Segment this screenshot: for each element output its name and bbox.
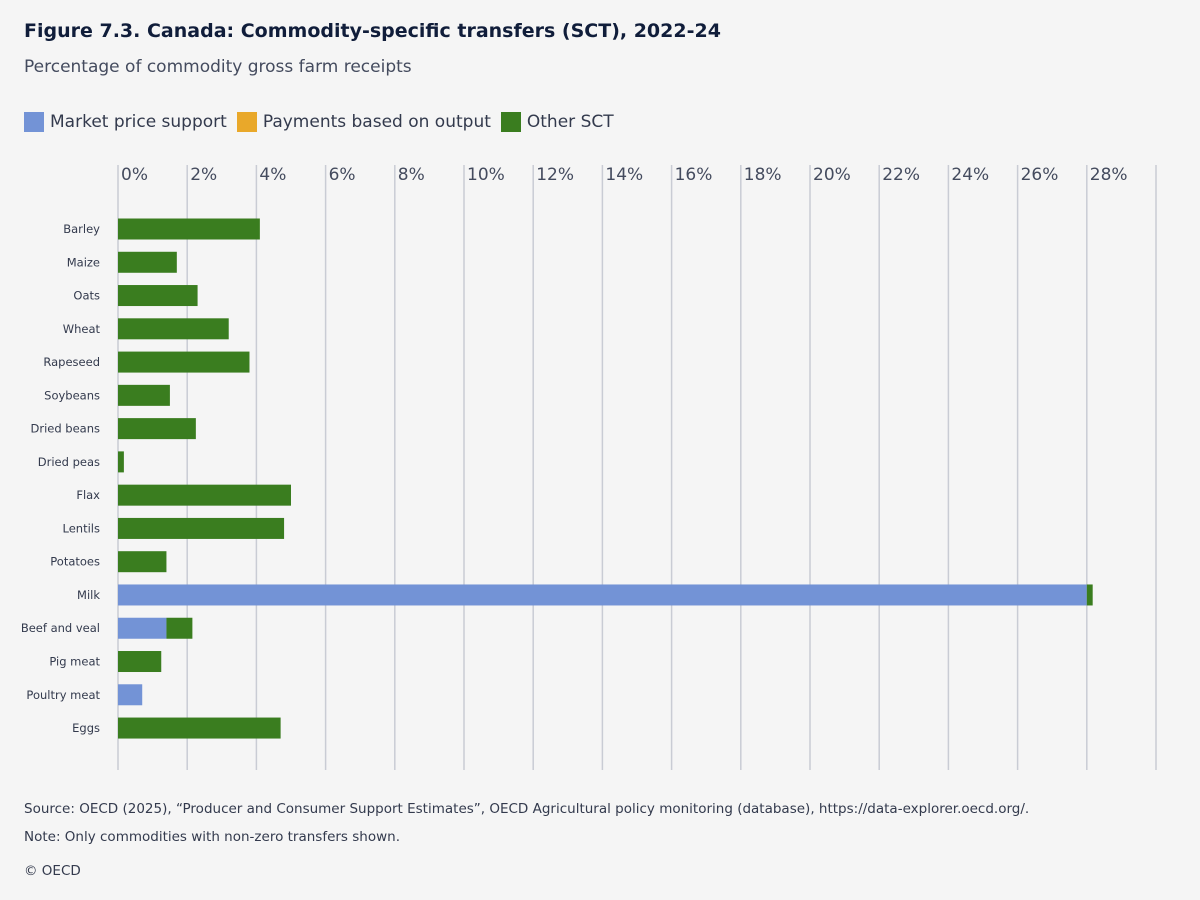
category-label: Soybeans: [44, 388, 100, 402]
bar-other-sct: [118, 484, 291, 506]
x-tick-label: 26%: [1021, 165, 1059, 185]
bar-market-price-support: [118, 684, 143, 706]
x-tick-label: 4%: [259, 165, 286, 185]
category-label: Dried beans: [30, 422, 100, 436]
legend-label: Market price support: [50, 112, 227, 132]
x-tick-label: 24%: [951, 165, 989, 185]
category-label: Oats: [73, 289, 100, 303]
legend-item: Other SCT: [500, 112, 614, 132]
category-label: Lentils: [63, 521, 100, 535]
category-label: Eggs: [72, 721, 100, 735]
category-label: Maize: [67, 255, 100, 269]
x-tick-label: 8%: [398, 165, 425, 185]
legend-swatch: [24, 112, 44, 132]
x-tick-label: 22%: [882, 165, 920, 185]
bar-other-sct: [118, 451, 124, 473]
x-tick-label: 18%: [744, 165, 782, 185]
category-label: Barley: [63, 222, 100, 236]
bar-other-sct: [118, 517, 285, 539]
chart-subtitle: Percentage of commodity gross farm recei…: [24, 57, 412, 77]
source-note: Source: OECD (2025), “Producer and Consu…: [24, 801, 1030, 817]
x-tick-label: 16%: [675, 165, 713, 185]
copyright: © OECD: [24, 863, 81, 879]
bar-other-sct: [118, 251, 177, 273]
category-label: Wheat: [63, 322, 101, 336]
category-label: Beef and veal: [21, 621, 100, 635]
legend-swatch: [236, 112, 257, 132]
bar-other-sct: [118, 318, 229, 340]
x-tick-label: 28%: [1090, 165, 1128, 185]
category-label: Flax: [76, 488, 100, 502]
chart-title: Figure 7.3. Canada: Commodity-specific t…: [24, 20, 721, 42]
bar-other-sct: [118, 651, 162, 673]
x-tick-label: 6%: [329, 165, 356, 185]
category-label: Potatoes: [50, 555, 100, 569]
bar-market-price-support: [118, 617, 167, 639]
x-tick-label: 14%: [605, 165, 643, 185]
category-label: Pig meat: [49, 655, 100, 669]
bar-other-sct: [118, 384, 170, 406]
bar-other-sct: [118, 418, 196, 440]
bar-other-sct: [118, 285, 198, 307]
x-tick-label: 12%: [536, 165, 574, 185]
category-label: Poultry meat: [26, 688, 100, 702]
category-label: Milk: [77, 588, 100, 602]
legend: Market price support Payments based on ou…: [24, 112, 614, 132]
bar-market-price-support: [118, 584, 1087, 606]
bar-other-sct: [118, 717, 281, 739]
category-label: Rapeseed: [43, 355, 100, 369]
bar-other-sct: [118, 351, 250, 373]
legend-label: Other SCT: [526, 112, 614, 132]
x-tick-label: 10%: [467, 165, 505, 185]
legend-item: Market price support: [24, 112, 227, 132]
bar-other-sct: [118, 218, 260, 240]
bar-other-sct: [1086, 584, 1093, 606]
x-tick-label: 20%: [813, 165, 851, 185]
bar-other-sct: [118, 551, 167, 573]
category-label: Dried peas: [38, 455, 100, 469]
legend-label: Payments based on output: [262, 112, 491, 132]
x-tick-label: 2%: [190, 165, 217, 185]
bar-other-sct: [166, 617, 193, 639]
legend-swatch: [500, 112, 521, 132]
footnote: Note: Only commodities with non-zero tra…: [24, 829, 400, 845]
x-tick-label: 0%: [121, 165, 148, 185]
legend-item: Payments based on output: [236, 112, 491, 132]
